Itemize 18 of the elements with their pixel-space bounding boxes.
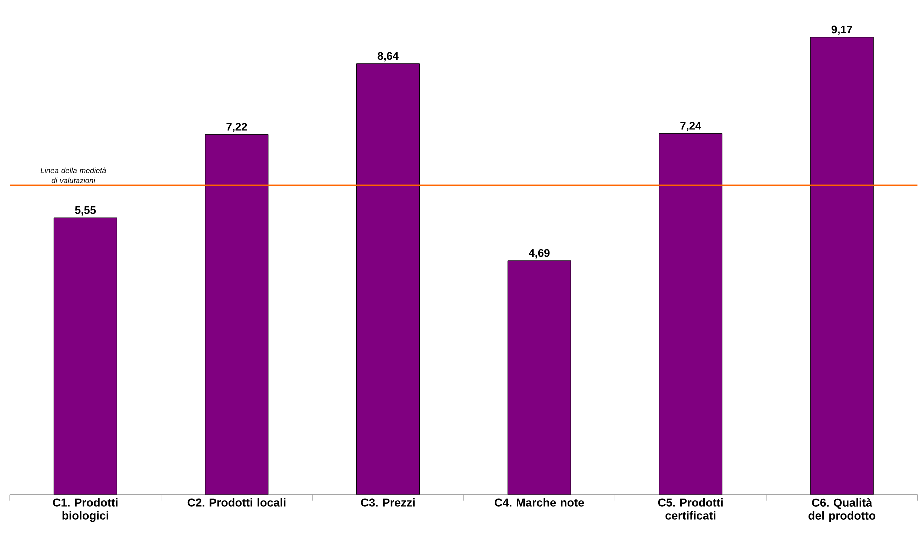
bar [54,218,118,495]
data-label: 9,17 [832,26,852,36]
bar [356,64,420,495]
bar [810,37,874,495]
x-tick-label: C5. Prodotti certificati [658,498,723,520]
x-tick-label: C2. Prodotti locali [188,498,286,507]
x-tick-label: C1. Prodotti biologici [53,498,118,522]
data-label: 7,24 [680,122,702,132]
data-label: 8,64 [378,52,399,62]
x-tick-label: C3. Prezzi [361,498,415,507]
bar [659,134,723,495]
data-label: 4,69 [529,249,550,259]
x-tick-label: C4. Marche note [494,498,584,507]
bar [508,260,572,495]
data-label: 7,22 [226,123,248,133]
data-label: 5,55 [75,206,96,216]
x-tick-label: C6. Qualità del prodotto [808,498,876,522]
bar [205,134,269,495]
